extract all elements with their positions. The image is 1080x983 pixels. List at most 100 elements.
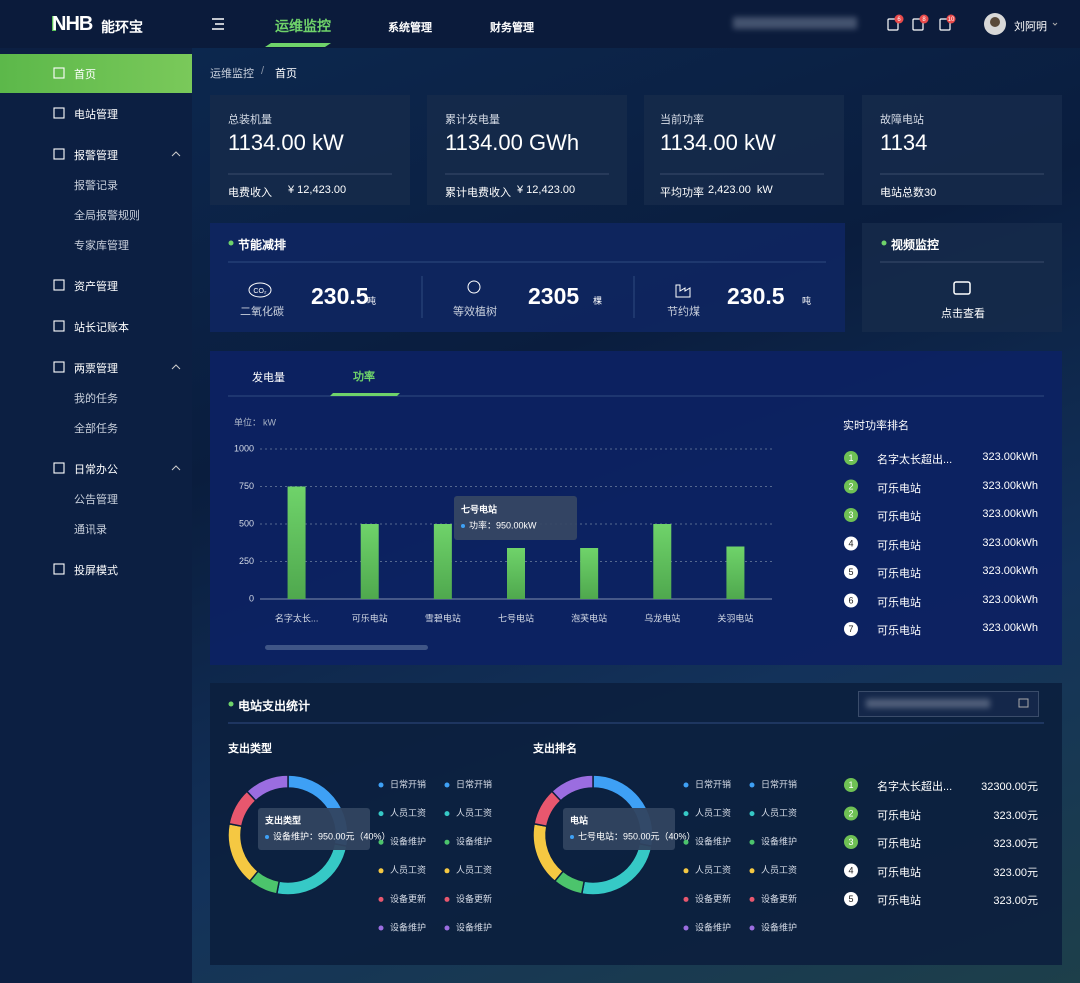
energy-value: 230.5 xyxy=(727,283,785,309)
nav-item[interactable]: 运维监控 xyxy=(275,18,331,34)
video-action[interactable]: 点击查看 xyxy=(941,308,985,320)
sidebar-active[interactable] xyxy=(0,54,192,93)
side-item[interactable]: 两票管理 xyxy=(74,363,118,375)
legend-dot xyxy=(444,782,450,788)
legend-dot xyxy=(749,896,755,902)
tooltip xyxy=(454,496,577,540)
side-sub-item[interactable]: 全部任务 xyxy=(74,423,118,435)
icon-text: CO₂ xyxy=(253,288,267,295)
stat-sub-value: ¥ 12,423.00 xyxy=(517,184,576,196)
y-tick-label: 750 xyxy=(239,481,254,491)
rank-badge xyxy=(844,863,858,878)
stat-label: 累计发电量 xyxy=(445,114,500,126)
side-item[interactable]: 首页 xyxy=(74,69,96,81)
bar xyxy=(726,546,745,599)
y-tick-label: 500 xyxy=(239,518,254,528)
rank-name: 可乐电站 xyxy=(877,866,921,879)
x-tick-label: 雪碧电站 xyxy=(425,612,461,623)
side-item[interactable]: 站长记账本 xyxy=(74,322,129,334)
legend-label: 日常开销 xyxy=(761,778,797,789)
bell-icon xyxy=(939,18,951,31)
x-tick-label: 名字太长... xyxy=(275,612,319,623)
legend-label: 设备维护 xyxy=(761,921,797,932)
nav-item[interactable]: 财务管理 xyxy=(490,22,534,34)
side-sub-item[interactable]: 全局报警规则 xyxy=(74,210,140,222)
tooltip-text: 七号电站：950.00元（40%） xyxy=(578,830,696,841)
donut-segment xyxy=(532,822,565,883)
energy-label: 节约煤 xyxy=(667,306,700,318)
side-item[interactable]: 资产管理 xyxy=(74,281,118,293)
rank-badge xyxy=(844,778,858,792)
energy-label: 二氧化碳 xyxy=(240,306,284,318)
legend-label: 人员工资 xyxy=(390,865,426,875)
rank-number: 2 xyxy=(848,481,853,491)
date-range-blur xyxy=(866,699,990,708)
bar xyxy=(433,524,452,599)
tab[interactable]: 发电量 xyxy=(252,372,285,384)
tooltip-dot xyxy=(461,524,465,528)
badge-count: 6 xyxy=(897,17,901,23)
side-item[interactable]: 日常办公 xyxy=(74,464,118,476)
rank-name: 可乐电站 xyxy=(877,809,921,822)
energy-unit: 吨 xyxy=(367,296,377,306)
side-sub-item[interactable]: 通讯录 xyxy=(74,524,107,536)
card xyxy=(210,95,410,205)
nav-underline xyxy=(265,43,331,47)
side-item[interactable]: 电站管理 xyxy=(74,109,118,121)
side-sub-item[interactable]: 我的任务 xyxy=(74,393,118,405)
y-tick-label: 250 xyxy=(239,556,254,566)
side-icon xyxy=(53,67,65,79)
legend-dot xyxy=(378,868,384,874)
nav-item[interactable]: 系统管理 xyxy=(388,22,432,34)
side-item[interactable]: 投屏模式 xyxy=(74,565,118,577)
caret xyxy=(1052,22,1058,26)
legend-dot xyxy=(749,925,755,931)
unit: kW xyxy=(263,417,277,427)
legend-label: 设备更新 xyxy=(390,893,426,904)
side-item[interactable]: 报警管理 xyxy=(74,150,118,162)
y-tick-label: 1000 xyxy=(234,443,254,453)
stat-sub-value: 2,423.00 kW xyxy=(708,184,773,196)
side-sub-item[interactable]: 公告管理 xyxy=(74,494,118,506)
rank-value: 323.00kWh xyxy=(982,622,1038,634)
legend-dot xyxy=(444,925,450,931)
rank-value: 323.00元 xyxy=(993,895,1038,907)
side-sub-item[interactable]: 专家库管理 xyxy=(74,240,129,252)
side-icon xyxy=(53,361,65,373)
legend-dot xyxy=(378,811,384,817)
rank-badge xyxy=(844,835,858,849)
tooltip xyxy=(258,808,370,850)
donut-segment xyxy=(245,774,289,802)
side-icon xyxy=(53,148,65,160)
legend-dot xyxy=(683,839,689,845)
rank-name: 名字太长超出... xyxy=(877,781,953,793)
badge xyxy=(919,14,929,24)
title-dot xyxy=(228,701,234,707)
chart-title: 支出类型 xyxy=(227,741,272,755)
bar xyxy=(653,524,672,599)
user-name[interactable]: 刘阿明 xyxy=(1014,21,1047,33)
energy-panel xyxy=(210,223,845,332)
chevron xyxy=(171,151,181,157)
legend-label: 日常开销 xyxy=(695,778,731,789)
rank-number: 4 xyxy=(848,865,853,875)
side-sub-item[interactable]: 报警记录 xyxy=(74,180,118,192)
legend-dot xyxy=(749,811,755,817)
rank-badge xyxy=(844,536,858,551)
factory-icon xyxy=(675,284,691,298)
bar xyxy=(580,548,599,599)
tooltip-title: 七号电站 xyxy=(461,503,497,514)
video-panel[interactable] xyxy=(862,223,1062,332)
legend-dot xyxy=(444,868,450,874)
legend-label: 设备维护 xyxy=(695,921,731,932)
rank-number: 5 xyxy=(848,894,853,904)
rank-number: 6 xyxy=(848,595,853,605)
breadcrumb-sep: / xyxy=(261,65,265,77)
bar xyxy=(287,486,306,599)
stat-sub-label: 累计电费收入 xyxy=(445,187,511,199)
y-tick-label: 0 xyxy=(249,593,254,603)
tab-active[interactable]: 功率 xyxy=(353,371,375,383)
bar xyxy=(360,524,379,599)
rank-value: 323.00kWh xyxy=(982,479,1038,492)
legend-dot xyxy=(444,811,450,817)
